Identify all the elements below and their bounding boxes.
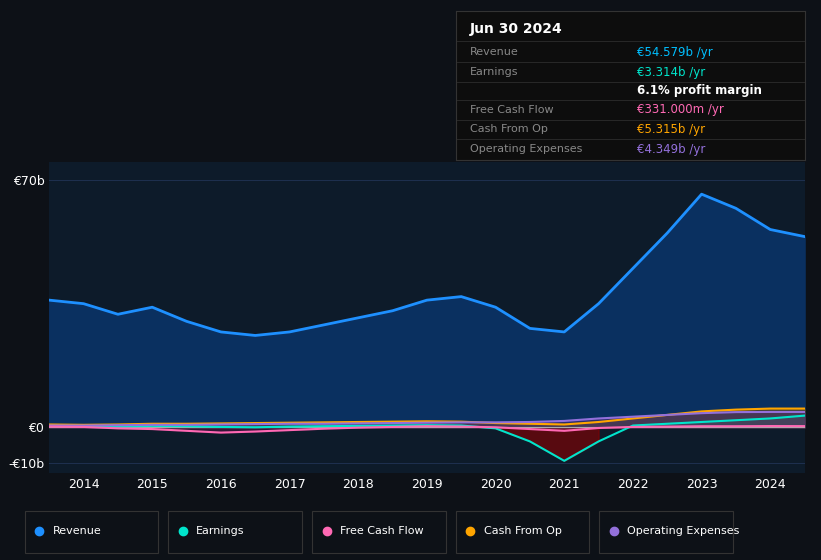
Text: Revenue: Revenue <box>53 526 101 535</box>
Text: 6.1% profit margin: 6.1% profit margin <box>637 84 762 97</box>
Text: Earnings: Earnings <box>196 526 245 535</box>
Text: €54.579b /yr: €54.579b /yr <box>637 45 713 58</box>
Text: Operating Expenses: Operating Expenses <box>627 526 740 535</box>
Text: Revenue: Revenue <box>470 47 518 57</box>
Text: Free Cash Flow: Free Cash Flow <box>470 105 553 115</box>
Text: Operating Expenses: Operating Expenses <box>470 144 582 154</box>
Text: Cash From Op: Cash From Op <box>470 124 548 134</box>
Text: Free Cash Flow: Free Cash Flow <box>340 526 424 535</box>
Text: Jun 30 2024: Jun 30 2024 <box>470 22 562 36</box>
Text: Earnings: Earnings <box>470 67 518 77</box>
Text: €5.315b /yr: €5.315b /yr <box>637 123 705 136</box>
Text: €4.349b /yr: €4.349b /yr <box>637 143 705 156</box>
Text: Cash From Op: Cash From Op <box>484 526 562 535</box>
Text: €331.000m /yr: €331.000m /yr <box>637 104 724 116</box>
Text: €3.314b /yr: €3.314b /yr <box>637 66 705 78</box>
